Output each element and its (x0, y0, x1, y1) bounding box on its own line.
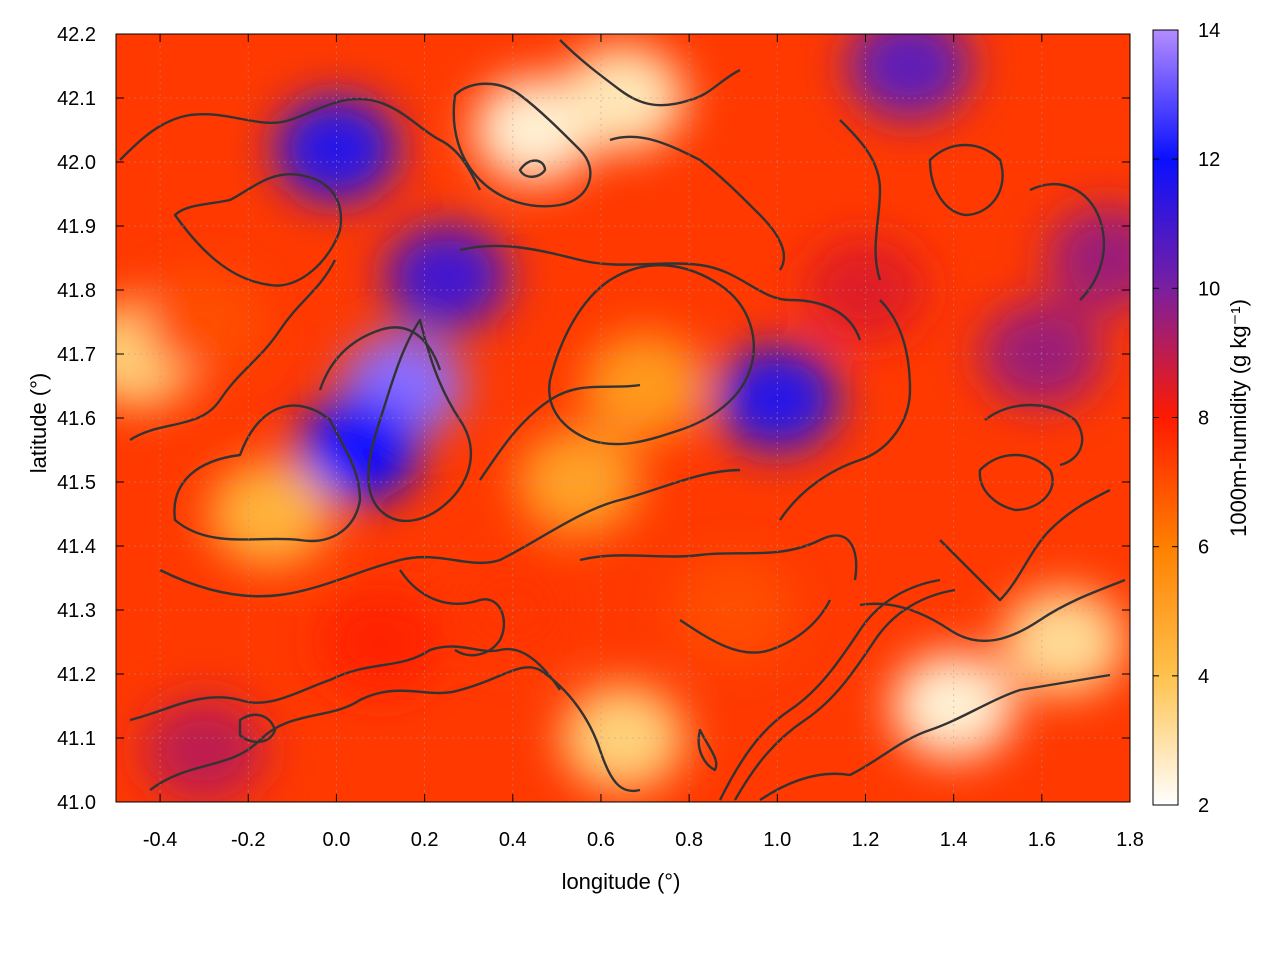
contour-line (978, 453, 1054, 512)
contour-line (129, 645, 561, 722)
contour-line (1029, 182, 1106, 301)
heatmap-cell (671, 557, 795, 663)
x-tick-label: 0.6 (587, 829, 615, 851)
heatmap-cell (1002, 589, 1126, 695)
x-tick-label: 1.2 (852, 829, 880, 851)
contour-line (779, 299, 912, 521)
contour-line (859, 578, 1126, 643)
y-axis: 41.0 41.1 41.2 41.3 41.4 41.5 41.6 41.7 41.8 41.9… (57, 24, 1130, 814)
contour-line (173, 173, 343, 287)
y-axis-title: latitude (°) (26, 373, 51, 474)
contour-line (733, 588, 956, 801)
contour-line (559, 39, 741, 107)
y-tick-label: 41.4 (57, 536, 96, 558)
x-tick-label: 0.2 (411, 829, 439, 851)
x-tick-label: 1.4 (940, 829, 968, 851)
contour-line (119, 97, 482, 191)
y-tick-label: 42.1 (57, 88, 96, 110)
y-tick-label: 41.1 (57, 728, 96, 750)
colorbar-tick-label: 8 (1198, 408, 1209, 430)
contour-line (459, 244, 862, 341)
y-tick-label: 41.3 (57, 600, 96, 622)
heatmap-cell (208, 461, 333, 567)
y-tick-label: 41.8 (57, 280, 96, 302)
x-tick-label: 0.4 (499, 829, 527, 851)
y-tick-label: 41.2 (57, 664, 96, 686)
heatmap-cell (803, 237, 928, 343)
colorbar: 2 4 6 8 10 12 14 (1152, 20, 1220, 817)
y-tick-label: 42.0 (57, 152, 96, 174)
contour-line (367, 318, 473, 523)
contour-line (238, 713, 277, 744)
contour-lines (119, 39, 1126, 801)
heatmap-cell (583, 333, 707, 439)
contour-line (129, 259, 337, 441)
contour-line (452, 82, 592, 208)
colorbar-tick-label: 6 (1198, 537, 1209, 559)
contour-line (479, 383, 641, 481)
contour-line (759, 673, 1111, 801)
x-tick-label: 0.0 (323, 829, 351, 851)
colorbar-title: 1000m-humidity (g kg⁻¹) (1226, 299, 1251, 537)
contour-line (548, 263, 755, 446)
y-tick-label: 41.5 (57, 472, 96, 494)
contour-line (984, 403, 1084, 467)
contour-line (579, 534, 858, 581)
heatmap-cell (142, 269, 266, 375)
y-tick-label: 41.7 (57, 344, 96, 366)
x-tick-label: 1.6 (1028, 829, 1056, 851)
heatmap-cell (561, 45, 685, 151)
x-tick-label: 0.8 (675, 829, 703, 851)
heatmap-cell (1046, 205, 1130, 311)
contour-line (679, 599, 832, 654)
heatmap-cell (715, 345, 840, 452)
contour-line (173, 404, 362, 543)
colorbar-tick-label: 14 (1198, 20, 1220, 42)
contour-line (697, 728, 718, 772)
contour-line (939, 488, 1111, 602)
y-tick-label: 41.6 (57, 408, 96, 430)
y-tick-label: 41.0 (57, 792, 96, 814)
heatmap-cell (384, 224, 509, 331)
contour-line (718, 578, 941, 801)
x-tick-label: 1.8 (1116, 829, 1144, 851)
y-tick-label: 42.2 (57, 24, 96, 46)
colorbar-tick-label: 4 (1198, 666, 1209, 688)
contour-line (399, 569, 506, 657)
colorbar-tick-label: 10 (1198, 278, 1220, 300)
y-tick-label: 41.9 (57, 216, 96, 238)
x-axis-title: longitude (°) (562, 869, 681, 894)
colorbar-tick-label: 12 (1198, 149, 1220, 171)
contour-line (609, 135, 786, 271)
contour-line (318, 326, 442, 391)
colorbar-tick-label: 2 (1198, 795, 1209, 817)
contour-line (159, 468, 741, 598)
x-axis: -0.4 -0.2 0.0 0.2 0.4 0.6 0.8 1.0 1.2 1.4 1.6 1.8 (143, 34, 1144, 851)
heatmap-cell (561, 685, 685, 791)
grid-lines (116, 33, 1131, 803)
x-tick-label: -0.2 (231, 829, 265, 851)
x-tick-label: 1.0 (763, 829, 791, 851)
contour-line (518, 159, 547, 178)
x-tick-label: -0.4 (143, 829, 177, 851)
contour-line (928, 143, 1004, 217)
heatmap-cell (847, 34, 972, 119)
colorbar-ticks: 2 4 6 8 10 12 14 (1153, 20, 1220, 817)
heatmap-cell (318, 589, 443, 695)
heatmap-cell (296, 397, 421, 503)
contour-line (839, 119, 882, 281)
